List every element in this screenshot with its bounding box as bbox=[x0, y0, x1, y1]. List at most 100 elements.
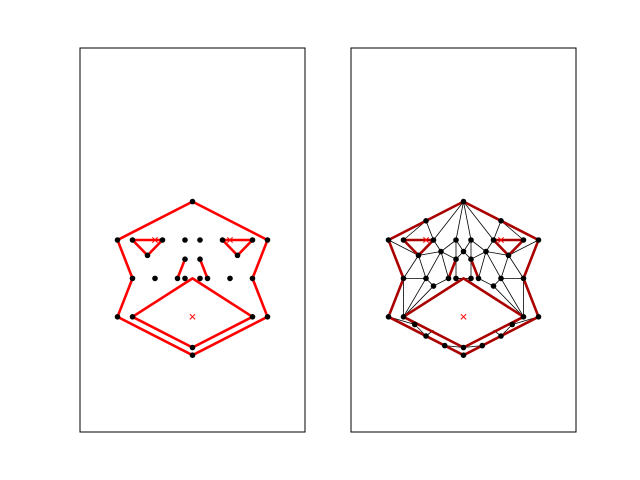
mesh-edge bbox=[403, 285, 434, 318]
data-point bbox=[423, 218, 429, 224]
hole-marker-stroke bbox=[423, 237, 429, 243]
hole-marker-stroke bbox=[498, 237, 504, 243]
data-point bbox=[129, 237, 136, 243]
mesh-edge bbox=[500, 255, 509, 279]
data-point bbox=[129, 275, 136, 282]
data-point bbox=[438, 248, 444, 255]
data-point bbox=[249, 275, 256, 282]
data-point bbox=[400, 275, 407, 282]
data-point bbox=[430, 283, 437, 289]
data-point bbox=[453, 256, 459, 263]
data-point bbox=[453, 275, 459, 282]
mesh-edge bbox=[485, 251, 502, 279]
mesh-edge bbox=[440, 239, 457, 252]
data-point bbox=[460, 248, 467, 255]
data-point bbox=[264, 237, 271, 243]
mesh-edge bbox=[388, 239, 419, 256]
mesh-edge bbox=[500, 278, 524, 318]
constraint-segment bbox=[221, 238, 254, 257]
data-point bbox=[445, 275, 452, 282]
data-point bbox=[423, 333, 429, 339]
data-point bbox=[460, 352, 467, 359]
constraint-segment bbox=[131, 238, 164, 257]
hole-marker bbox=[423, 237, 429, 243]
data-point bbox=[144, 252, 151, 259]
mesh-edge bbox=[418, 251, 442, 256]
data-point bbox=[385, 237, 392, 243]
data-point bbox=[468, 237, 474, 243]
mesh-edge bbox=[403, 255, 419, 279]
constraint-segment bbox=[198, 258, 209, 279]
left-panel bbox=[79, 47, 306, 433]
data-point bbox=[460, 344, 467, 351]
mesh-edge bbox=[508, 239, 539, 256]
data-point bbox=[197, 275, 203, 282]
mesh-edge bbox=[455, 201, 464, 241]
data-point bbox=[535, 237, 542, 243]
data-point bbox=[114, 237, 121, 243]
data-point bbox=[509, 321, 516, 328]
data-point bbox=[189, 344, 196, 351]
mesh-edge bbox=[440, 251, 449, 279]
data-point bbox=[483, 248, 489, 255]
data-point bbox=[227, 275, 233, 282]
mesh-edge bbox=[478, 278, 494, 287]
data-point bbox=[219, 237, 226, 243]
hole-marker bbox=[152, 237, 158, 243]
data-point bbox=[159, 237, 166, 243]
constraint-segment bbox=[447, 258, 458, 279]
mesh-edge bbox=[478, 251, 487, 279]
mesh-edge bbox=[470, 239, 487, 252]
mesh-edge bbox=[508, 255, 524, 279]
data-point bbox=[520, 275, 527, 282]
constraint-segment bbox=[402, 238, 435, 257]
data-point bbox=[189, 352, 196, 359]
constraint-segment bbox=[176, 258, 187, 279]
data-point bbox=[152, 275, 158, 282]
data-point bbox=[189, 198, 196, 205]
data-point bbox=[385, 314, 392, 320]
data-point bbox=[197, 256, 203, 263]
hole-marker-stroke bbox=[227, 237, 233, 243]
data-point bbox=[498, 333, 504, 339]
data-point bbox=[182, 275, 188, 282]
data-point bbox=[400, 237, 407, 243]
data-point bbox=[411, 321, 418, 328]
data-point bbox=[520, 314, 527, 320]
data-point bbox=[174, 275, 181, 282]
mesh-edge bbox=[463, 201, 494, 241]
hole-marker-stroke bbox=[189, 313, 196, 320]
data-point bbox=[479, 342, 486, 349]
data-point bbox=[182, 256, 188, 263]
hole-marker bbox=[227, 237, 233, 243]
mesh-edge bbox=[470, 251, 487, 260]
data-point bbox=[505, 252, 512, 259]
data-point bbox=[234, 252, 241, 259]
right-panel bbox=[350, 47, 577, 433]
mesh-edge bbox=[493, 285, 524, 318]
data-point bbox=[535, 314, 542, 320]
data-point bbox=[197, 237, 203, 243]
data-point bbox=[460, 198, 467, 205]
hole-marker bbox=[498, 237, 504, 243]
mesh-edge bbox=[463, 201, 472, 241]
data-point bbox=[423, 275, 429, 282]
data-point bbox=[249, 314, 256, 320]
data-point bbox=[441, 342, 448, 349]
data-point bbox=[468, 275, 474, 282]
mesh-edge bbox=[440, 251, 457, 260]
data-point bbox=[520, 237, 527, 243]
data-point bbox=[475, 275, 482, 282]
mesh-edge bbox=[425, 220, 434, 241]
data-point bbox=[498, 218, 504, 224]
data-point bbox=[430, 237, 437, 243]
mesh-edge bbox=[403, 278, 427, 318]
data-point bbox=[204, 275, 211, 282]
data-point bbox=[415, 252, 422, 259]
data-point bbox=[490, 283, 497, 289]
constraint-segment bbox=[492, 238, 525, 257]
data-point bbox=[498, 275, 504, 282]
constraint-segment bbox=[469, 258, 480, 279]
data-point bbox=[264, 314, 271, 320]
